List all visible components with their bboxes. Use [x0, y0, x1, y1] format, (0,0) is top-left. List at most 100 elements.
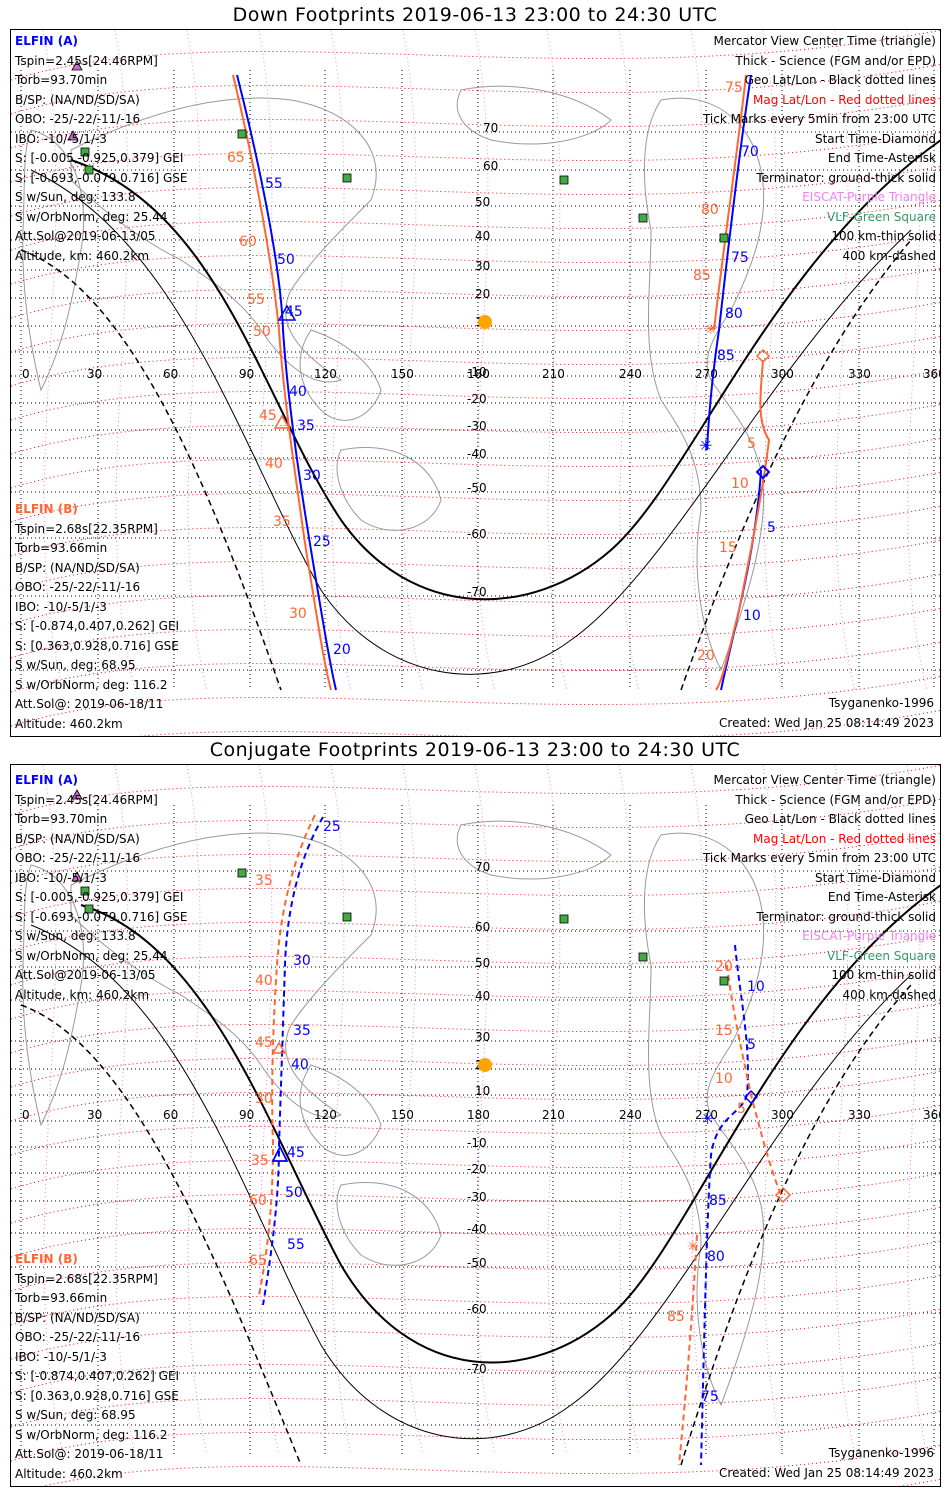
- continent-outline: [456, 85, 612, 145]
- lon-tick-label: 30: [87, 367, 102, 381]
- lon-tick-label: 180: [467, 367, 490, 381]
- mag-lat-gridline: [11, 30, 940, 81]
- elfin-b-line: IBO: -10/-5/1/-3: [15, 1349, 107, 1364]
- elfin-b-tick-label: 65: [227, 150, 245, 166]
- elfin-a-line: Att.Sol@2019-06-13/05: [15, 968, 156, 982]
- legend-science: Thick - Science (FGM and/or EPD): [735, 53, 936, 68]
- legend-terminator: Terminator: ground-thick solid: [756, 170, 936, 185]
- elfin-b-track: [232, 74, 332, 691]
- mag-lat-gridline: [11, 1036, 940, 1088]
- mag-lon-gridline: [546, 765, 568, 1456]
- elfin-b-info: ELFIN (B) Tspin=2.68s[22.35RPM] Torb=93.…: [15, 1250, 179, 1484]
- lat-tick-label: -70: [467, 585, 487, 599]
- continent-outline: [299, 1064, 382, 1156]
- vlf-station-square: [638, 213, 648, 223]
- terminator-100km: [30, 169, 912, 675]
- lon-tick-label: 60: [163, 367, 178, 381]
- eiscat-station-triangle: [71, 60, 83, 71]
- model-label: Tsyganenko-1996: [828, 696, 934, 710]
- mag-lon-gridline: [42, 765, 64, 1456]
- elfin-a-track: [700, 944, 749, 1466]
- elfin-a-tick-label: 10: [743, 608, 761, 624]
- legend-400km: 400 km-dashed: [842, 248, 936, 263]
- mag-lat-gridline: [11, 1308, 940, 1360]
- elfin-a-tick-label: 35: [293, 1023, 311, 1039]
- vlf-station-square: [719, 976, 729, 986]
- panel-conjugate: 0 30 60 90 120 150 180 210 240 270 300 330 360 70 60 50…: [10, 764, 941, 1487]
- eiscat-station-triangle: [71, 871, 83, 882]
- elfin-a-line: S: [-0.005,-0.925,0.379] GEI: [15, 890, 184, 904]
- lon-tick-label: 120: [314, 1108, 337, 1122]
- vlf-station-square: [342, 173, 352, 183]
- sun-icon: [478, 315, 492, 329]
- lat-tick-label: -50: [467, 1256, 487, 1270]
- elfin-a-line: S w/Sun, deg: 133.8: [15, 929, 136, 943]
- legend-mag: Mag Lat/Lon - Red dotted lines: [752, 92, 936, 107]
- elfin-a-center-triangle: [277, 304, 297, 321]
- elfin-a-line: OBO: -25/-22/-11/-16: [15, 112, 141, 126]
- mag-lat-gridline: [11, 934, 940, 986]
- elfin-b-tick-label: 60: [239, 234, 257, 250]
- lon-tick-label: 60: [163, 1108, 178, 1122]
- continent-outline: [643, 832, 765, 1407]
- legend-terminator: Terminator: ground-thick solid: [756, 909, 936, 924]
- mag-lat-gridline: [11, 369, 940, 421]
- elfin-b-line: S: [0.363,0.928,0.716] GSE: [15, 638, 179, 653]
- elfin-b-line: IBO: -10/-5/1/-3: [15, 599, 107, 614]
- vlf-station-square: [342, 912, 352, 922]
- elfin-b-tick-label: 75: [725, 80, 743, 96]
- mag-lon-gridline: [186, 30, 208, 691]
- elfin-b-line: S: [-0.874,0.407,0.262] GEI: [15, 1369, 180, 1383]
- mag-lon-gridline: [402, 30, 424, 691]
- elfin-a-name: ELFIN (A): [15, 773, 78, 787]
- lat-tick-label: 40: [475, 989, 490, 1003]
- lon-tick-label: 90: [239, 1108, 254, 1122]
- elfin-b-line: S w/OrbNorm, deg: 116.2: [15, 677, 168, 692]
- lat-tick-label: -60: [467, 527, 487, 541]
- mag-lon-gridline: [618, 30, 640, 691]
- lat-tick-label: -30: [467, 419, 487, 433]
- elfin-b-name: ELFIN (B): [15, 1252, 78, 1266]
- lat-tick-label: 50: [475, 956, 490, 970]
- mag-lat-gridline: [11, 471, 940, 523]
- lat-tick-label: 60: [483, 159, 498, 173]
- lat-tick-label: -60: [467, 1302, 487, 1316]
- lon-tick-label: 180: [467, 1108, 490, 1122]
- elfin-a-tick-label: 50: [277, 252, 295, 268]
- elfin-a-tick-label: 45: [285, 304, 303, 320]
- legend-view: Mercator View Center Time (triangle): [713, 34, 936, 48]
- elfin-a-track: [236, 74, 337, 691]
- elfin-a-line: S w/OrbNorm, deg: 25.44: [15, 948, 168, 963]
- mag-lat-gridline: [11, 866, 940, 918]
- elfin-b-line: OBO: -25/-22/-11/-16: [15, 1330, 141, 1344]
- vlf-station-square: [559, 175, 569, 185]
- lon-tick-label: 270: [695, 1108, 718, 1122]
- legend-end: End Time-Asterisk: [827, 151, 936, 165]
- elfin-a-line: Altitude, km: 460.2km: [15, 248, 150, 263]
- elfin-b-tick-label: 60: [249, 1193, 267, 1209]
- elfin-b-line: S w/Sun, deg: 68.95: [15, 1408, 136, 1422]
- elfin-b-tick-label: 10: [731, 476, 749, 492]
- elfin-b-track: [715, 359, 771, 691]
- elfin-a-info: ELFIN (A) Tspin=2.45s[24.46RPM] Torb=93.…: [15, 771, 188, 1005]
- lon-tick-label: 330: [848, 367, 871, 381]
- lat-tick-label: 30: [475, 1030, 490, 1044]
- terminator-400km: [680, 239, 912, 691]
- legend-geo: Geo Lat/Lon - Black dotted lines: [744, 812, 936, 826]
- elfin-a-tick-label: 75: [701, 1389, 719, 1405]
- mag-lon-gridline: [474, 765, 496, 1456]
- lat-tick-label: -10: [467, 365, 487, 379]
- elfin-b-tick-label: 5: [737, 1101, 746, 1117]
- elfin-a-line: Tspin=2.45s[24.46RPM]: [15, 53, 158, 68]
- elfin-a-tick-label: 30: [303, 468, 321, 484]
- elfin-a-tick-label: 40: [291, 1057, 309, 1073]
- elfin-b-line: OBO: -25/-22/-11/-16: [15, 580, 141, 594]
- elfin-a-tick-label: 5: [767, 520, 776, 536]
- legend: Mercator View Center Time (triangle) Thi…: [703, 771, 936, 1005]
- legend-end: End Time-Asterisk: [827, 890, 936, 904]
- mag-lon-gridline: [258, 30, 280, 691]
- lon-tick-label: 240: [619, 1108, 642, 1122]
- lon-tick-label: 150: [391, 1108, 414, 1122]
- elfin-a-line: S: [-0.693,-0.079,0.716] GSE: [15, 170, 188, 185]
- vlf-station-square: [719, 233, 729, 243]
